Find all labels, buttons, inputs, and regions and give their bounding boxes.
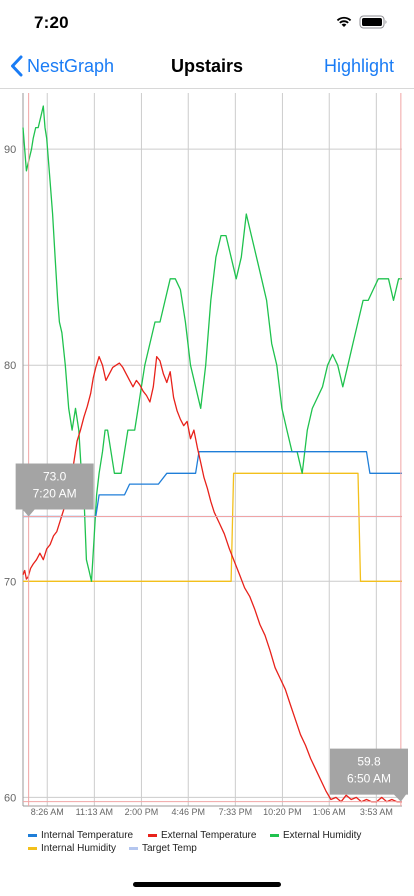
legend-label: Target Temp [142,843,197,854]
x-tick-label: 1:06 AM [313,807,346,817]
series-line-internal-temperature [23,451,402,518]
y-tick-label: 60 [4,792,16,804]
y-tick-label: 80 [4,360,16,372]
chart-annotations: 73.0 7:20 AM 59.8 6:50 AM [15,463,408,802]
chart-legend: Internal Temperature External Temperature… [28,830,361,854]
legend-swatch [148,834,157,837]
series-line-external-temperature [22,355,402,803]
marker-bubble [330,748,408,802]
x-tick-label: 3:53 AM [360,807,393,817]
highlight-button[interactable]: Highlight [323,56,394,76]
back-button-label: NestGraph [27,55,115,76]
legend-item: External Temperature [148,830,257,841]
highlight-marker: 73.0 7:20 AM [15,463,94,517]
legend-item: Internal Humidity [28,843,116,854]
x-tick-label: 10:20 PM [263,807,302,817]
navigation-bar: NestGraph Upstairs Highlight [0,44,414,89]
highlight-marker: 59.8 6:50 AM [330,748,408,802]
legend-swatch [129,847,138,850]
series-line-external-humidity [22,105,402,582]
chart-axes: 60 70 80 90 8:26 AM 11:13 AM 2:00 PM 4:46 PM 7:3… [4,93,402,817]
legend-label: Internal Humidity [41,843,116,854]
chart-series [22,105,402,803]
marker-time: 7:20 AM [33,486,77,500]
marker-value: 73.0 [43,469,67,483]
status-icons [336,15,387,29]
legend-swatch [28,847,37,850]
battery-icon [359,15,387,29]
marker-bubble [15,463,94,517]
y-tick-label: 90 [4,144,16,156]
home-indicator [133,882,281,887]
legend-item: Target Temp [129,843,197,854]
x-tick-label: 7:33 PM [219,807,253,817]
status-bar: 7:20 [0,0,414,44]
status-time: 7:20 [34,13,69,32]
legend-label: External Temperature [161,830,257,841]
wifi-icon [336,16,352,27]
legend-swatch [270,834,279,837]
legend-swatch [28,834,37,837]
chart-grid [23,93,402,806]
chart-highlight [23,93,402,806]
series-line-internal-humidity [23,472,402,582]
y-tick-label: 70 [4,576,16,588]
x-tick-label: 2:00 PM [125,807,159,817]
back-button[interactable]: NestGraph [10,54,114,78]
marker-time: 6:50 AM [347,772,391,786]
legend-item: Internal Temperature [28,830,134,841]
legend-label: Internal Temperature [41,830,134,841]
legend-item: External Humidity [270,830,361,841]
line-chart[interactable]: 60 70 80 90 8:26 AM 11:13 AM 2:00 PM 4:46 PM 7:3… [0,88,414,878]
marker-value: 59.8 [357,755,381,769]
chevron-left-icon [11,55,23,77]
x-tick-label: 8:26 AM [31,807,64,817]
x-tick-label: 4:46 PM [171,807,205,817]
legend-label: External Humidity [283,830,361,841]
x-tick-label: 11:13 AM [76,807,113,817]
